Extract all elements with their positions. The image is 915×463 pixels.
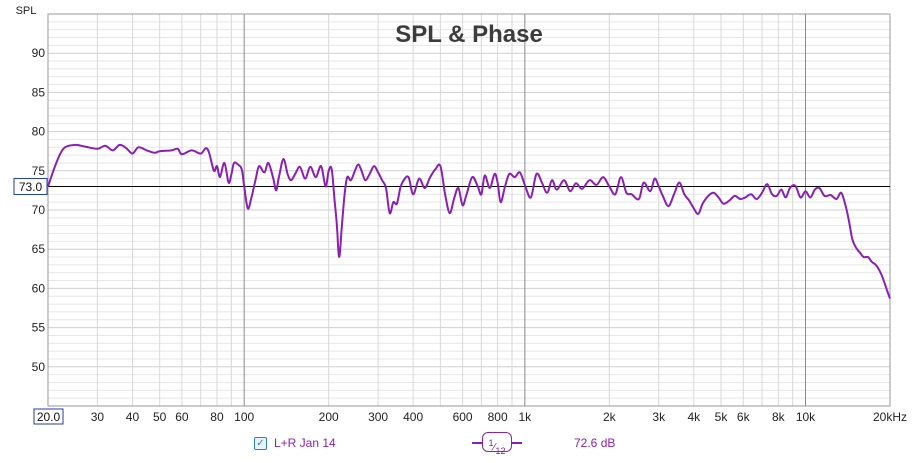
x-tick-label: 30 [91,410,105,424]
cursor-label-box[interactable] [13,177,48,195]
x-tick-label: 2k [603,410,617,424]
x-tick-label: 200 [319,410,339,424]
x-tick-label: 100 [234,410,254,424]
spl-phase-chart: 90 85 80 75 70 65 60 55 50 30 40 50 60 80 100 200 300 400… [13,5,907,425]
plot-frame [47,13,891,407]
x-tick-label: 4k [687,410,701,424]
x-tick-label: 600 [453,410,473,424]
y-tick-label: 70 [32,203,46,217]
x-tick-label: 20kHz [873,410,907,424]
x-tick-label: 80 [210,410,224,424]
x-tick-label: 10k [796,410,816,424]
series-checkbox[interactable]: ✓ [254,437,267,450]
x-tick-label: 5k [715,410,729,424]
series-line-lr-jan-14 [47,143,891,299]
x-tick-label: 50 [153,410,167,424]
axis-layer [47,13,891,407]
x-start-label[interactable]: 20.0 [37,410,61,424]
smoothing-denominator: 12 [495,445,506,456]
y-tick-label: 85 [32,85,46,99]
legend-row: ✓ L+R Jan 14 1⁄12 72.6 dB [0,432,915,456]
x-tick-label: 8k [772,410,786,424]
grid-layer [47,13,891,406]
x-start-box [33,408,64,425]
y-axis-name: SPL [16,5,37,17]
y-tick-label: 50 [32,360,46,374]
y-tick-label: 55 [32,321,46,335]
x-tick-label: 1k [519,410,533,424]
x-tick-label: 40 [126,410,140,424]
cursor-label[interactable]: 73.0 [19,180,43,194]
y-tick-label: 65 [32,242,46,256]
series-name-label[interactable]: L+R Jan 14 [274,436,336,450]
y-tick-label: 90 [32,46,46,60]
level-value-readout: 72.6 dB [574,436,616,450]
x-tick-label: 400 [403,410,423,424]
x-tick-label: 3k [652,410,666,424]
x-tick-label: 6k [737,410,751,424]
y-tick-label: 80 [32,125,46,139]
x-tick-label: 300 [368,410,388,424]
y-tick-label: 60 [32,281,46,295]
x-tick-label: 800 [488,410,508,424]
y-tick-label: 75 [32,164,46,178]
smoothing-fraction-box[interactable]: 1⁄12 [482,432,512,456]
label-layer: 90 85 80 75 70 65 60 55 50 30 40 50 60 80 100 200 300 400… [13,46,907,425]
chart-title: SPL & Phase [395,21,543,48]
smoothing-selector[interactable]: 1⁄12 [472,432,522,456]
smoothing-numerator: 1 [488,438,494,448]
x-tick-label: 60 [175,410,189,424]
